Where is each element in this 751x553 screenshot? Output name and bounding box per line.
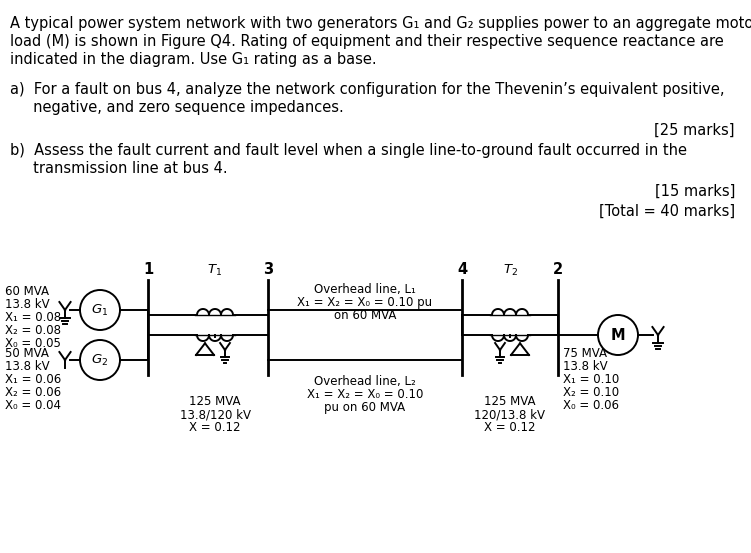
Text: X₀ = 0.06: X₀ = 0.06 (563, 399, 619, 412)
Text: [25 marks]: [25 marks] (655, 123, 735, 138)
Text: X₀ = 0.04: X₀ = 0.04 (5, 399, 61, 412)
Text: negative, and zero sequence impedances.: negative, and zero sequence impedances. (10, 100, 344, 115)
Text: [15 marks]: [15 marks] (655, 184, 735, 199)
Text: 13.8 kV: 13.8 kV (5, 360, 50, 373)
Text: $T_1$: $T_1$ (207, 263, 222, 278)
Text: X₁ = 0.08: X₁ = 0.08 (5, 311, 61, 324)
Text: Overhead line, L₂: Overhead line, L₂ (314, 375, 416, 388)
Text: transmission line at bus 4.: transmission line at bus 4. (10, 161, 228, 176)
Text: b)  Assess the fault current and fault level when a single line-to-ground fault : b) Assess the fault current and fault le… (10, 143, 687, 158)
Text: X₁ = X₂ = X₀ = 0.10 pu: X₁ = X₂ = X₀ = 0.10 pu (297, 296, 433, 309)
Text: 50 MVA: 50 MVA (5, 347, 49, 360)
Text: X₂ = 0.08: X₂ = 0.08 (5, 324, 61, 337)
Text: X = 0.12: X = 0.12 (484, 421, 535, 434)
Text: pu on 60 MVA: pu on 60 MVA (324, 401, 406, 414)
Text: [Total = 40 marks]: [Total = 40 marks] (599, 204, 735, 219)
Text: X = 0.12: X = 0.12 (189, 421, 241, 434)
Text: Overhead line, L₁: Overhead line, L₁ (314, 283, 416, 296)
Text: 2: 2 (553, 262, 563, 277)
Text: $G_1$: $G_1$ (92, 302, 109, 317)
Text: X₀ = 0.05: X₀ = 0.05 (5, 337, 61, 350)
Text: 75 MVA: 75 MVA (563, 347, 607, 360)
Text: X₁ = 0.10: X₁ = 0.10 (563, 373, 620, 386)
Text: 13.8 kV: 13.8 kV (563, 360, 608, 373)
Text: X₂ = 0.10: X₂ = 0.10 (563, 386, 619, 399)
Text: 125 MVA: 125 MVA (189, 395, 241, 408)
Text: M: M (611, 327, 626, 342)
Text: X₂ = 0.06: X₂ = 0.06 (5, 386, 61, 399)
Text: 3: 3 (263, 262, 273, 277)
Text: $T_2$: $T_2$ (502, 263, 517, 278)
Text: 120/13.8 kV: 120/13.8 kV (475, 408, 545, 421)
Text: X₁ = X₂ = X₀ = 0.10: X₁ = X₂ = X₀ = 0.10 (307, 388, 423, 401)
Text: a)  For a fault on bus 4, analyze the network configuration for the Thevenin’s e: a) For a fault on bus 4, analyze the net… (10, 82, 725, 97)
Text: 60 MVA: 60 MVA (5, 285, 49, 298)
Text: 4: 4 (457, 262, 467, 277)
Text: 125 MVA: 125 MVA (484, 395, 535, 408)
Text: load (M) is shown in Figure Q4. Rating of equipment and their respective sequenc: load (M) is shown in Figure Q4. Rating o… (10, 34, 724, 49)
Text: 13.8 kV: 13.8 kV (5, 298, 50, 311)
Text: 13.8/120 kV: 13.8/120 kV (179, 408, 251, 421)
Text: indicated in the diagram. Use G₁ rating as a base.: indicated in the diagram. Use G₁ rating … (10, 52, 376, 67)
Text: on 60 MVA: on 60 MVA (333, 309, 397, 322)
Text: 1: 1 (143, 262, 153, 277)
Text: X₁ = 0.06: X₁ = 0.06 (5, 373, 62, 386)
Text: A typical power system network with two generators G₁ and G₂ supplies power to a: A typical power system network with two … (10, 16, 751, 31)
Text: $G_2$: $G_2$ (92, 352, 109, 368)
